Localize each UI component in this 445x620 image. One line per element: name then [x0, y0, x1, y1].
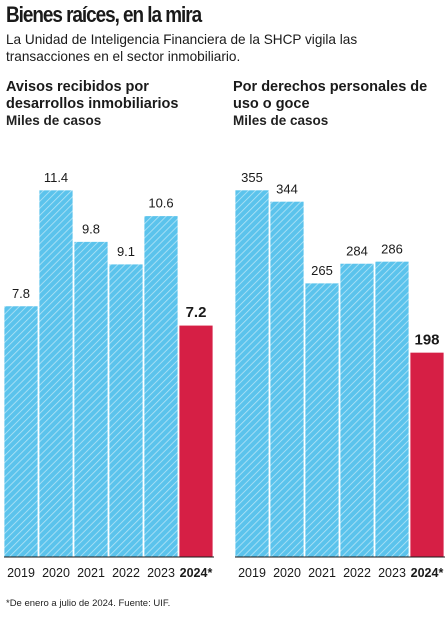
value-label-left-2019: 7.8: [12, 286, 30, 301]
bar-right-2020: [269, 200, 305, 558]
panel-title-left: Avisos recibidos por desarrollos inmobil…: [6, 79, 179, 112]
value-label-left-2024*: 7.2: [186, 304, 207, 321]
page-subtitle: La Unidad de Inteligencia Financiera de …: [6, 32, 358, 64]
page-title: Bienes raíces, en la mira: [6, 2, 202, 27]
x-tick-left-2024*: 2024*: [180, 566, 213, 580]
x-tick-right-2024*: 2024*: [411, 566, 444, 580]
footnote: *De enero a julio de 2024. Fuente: UIF.: [6, 598, 171, 609]
bar-left-2021: [73, 241, 109, 558]
x-tick-left-2019: 2019: [7, 566, 35, 580]
bar-right-2019: [234, 189, 270, 558]
value-label-left-2022: 9.1: [117, 244, 135, 259]
x-tick-left-2021: 2021: [77, 566, 105, 580]
bar-left-2022: [108, 263, 144, 558]
x-tick-left-2020: 2020: [42, 566, 70, 580]
x-tick-left-2023: 2023: [147, 566, 175, 580]
bar-right-2023: [374, 260, 410, 558]
panel-title-right: Por derechos personales de uso o goce: [233, 79, 428, 112]
bar-right-2021: [304, 282, 340, 558]
x-tick-left-2022: 2022: [112, 566, 140, 580]
bar-left-2020: [38, 189, 74, 558]
value-label-right-2024*: 198: [414, 331, 439, 348]
x-tick-right-2022: 2022: [343, 566, 371, 580]
value-label-right-2021: 265: [311, 263, 333, 278]
bar-left-2023: [143, 215, 179, 558]
panel-unit-left: Miles de casos: [6, 113, 102, 128]
value-label-right-2019: 355: [241, 170, 263, 185]
value-label-left-2023: 10.6: [148, 196, 173, 211]
bar-left-2019: [3, 305, 39, 558]
value-label-right-2020: 344: [276, 181, 298, 196]
bar-right-2022: [339, 262, 375, 558]
x-tick-right-2019: 2019: [238, 566, 266, 580]
bar-right-2024*: [409, 351, 445, 558]
x-tick-right-2020: 2020: [273, 566, 301, 580]
x-tick-right-2021: 2021: [308, 566, 336, 580]
value-label-right-2022: 284: [346, 243, 368, 258]
value-label-right-2023: 286: [381, 241, 403, 256]
value-label-left-2020: 11.4: [44, 170, 68, 185]
bar-left-2024*: [178, 324, 214, 558]
value-label-left-2021: 9.8: [82, 221, 100, 236]
panel-unit-right: Miles de casos: [233, 113, 329, 128]
x-tick-right-2023: 2023: [378, 566, 406, 580]
